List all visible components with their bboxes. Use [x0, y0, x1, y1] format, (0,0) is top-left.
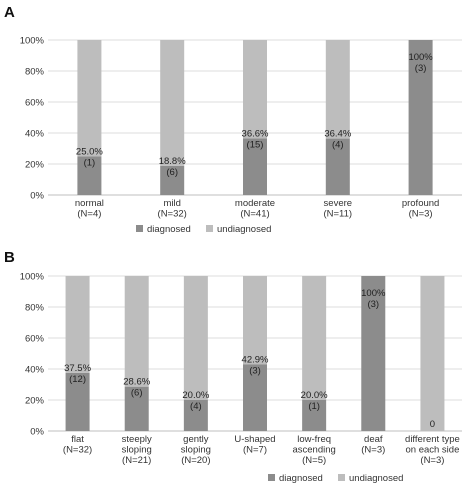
bar-diagnosed — [325, 138, 350, 195]
panel-letter: A — [4, 4, 15, 21]
y-tick-label: 40% — [25, 365, 45, 376]
bar-undiagnosed — [243, 276, 267, 365]
data-label: 36.6% — [242, 128, 269, 139]
y-tick-label: 0% — [30, 427, 44, 438]
category-label: (N=7) — [243, 445, 267, 456]
category-label: low-freq — [297, 434, 331, 445]
category-label: (N=3) — [361, 445, 385, 456]
category-label: (N=20) — [181, 455, 210, 466]
y-tick-label: 60% — [25, 334, 45, 345]
category-label: profound — [402, 198, 440, 209]
category-label: gently — [183, 434, 209, 445]
data-label: 36.4% — [324, 129, 351, 140]
category-label: normal — [75, 198, 104, 209]
category-label: moderate — [235, 198, 275, 209]
bar-diagnosed — [243, 364, 267, 431]
bar-undiagnosed — [420, 276, 445, 431]
category-label: deaf — [364, 434, 383, 445]
data-label: (12) — [69, 374, 86, 385]
bar-diagnosed — [408, 40, 433, 195]
data-label: 37.5% — [64, 363, 91, 374]
category-label: steeply — [122, 434, 152, 445]
y-tick-label: 20% — [25, 160, 45, 171]
category-label: (N=3) — [409, 209, 433, 220]
data-label: (3) — [415, 63, 427, 74]
y-tick-label: 40% — [25, 129, 45, 140]
data-label: (4) — [332, 140, 344, 151]
chart-panel-a: A 0% 20% 40% 60% 80% 100% 25.0%(1) normal(N=4) 18… — [4, 4, 462, 235]
y-tick-label: 60% — [25, 98, 45, 109]
category-label: (N=32) — [63, 445, 92, 456]
data-label: 28.6% — [123, 377, 150, 388]
data-label: 18.8% — [159, 156, 186, 167]
category-label: (N=5) — [302, 455, 326, 466]
data-label: (6) — [166, 167, 178, 178]
y-tick-label: 100% — [20, 36, 45, 47]
data-label: 42.9% — [242, 355, 269, 366]
data-label: 25.0% — [76, 146, 103, 157]
bar-diagnosed — [243, 138, 267, 195]
y-tick-label: 80% — [25, 67, 45, 78]
category-label: severe — [324, 198, 353, 209]
category-label: U-shaped — [234, 434, 275, 445]
legend-swatch — [268, 474, 275, 481]
category-label: (N=11) — [323, 209, 352, 220]
bar-undiagnosed — [325, 40, 350, 139]
category-label: (N=41) — [240, 209, 269, 220]
category-label: on each side — [405, 445, 459, 456]
chart-panel-b: B 0% 20% 40% 60% 80% 100% 37.5%(12) flat(N=32) 28… — [4, 249, 462, 484]
category-label: (N=4) — [77, 209, 101, 220]
data-label: (6) — [131, 388, 143, 399]
category-label: (N=21) — [122, 455, 151, 466]
data-label: (3) — [367, 299, 379, 310]
bar-diagnosed — [77, 156, 102, 195]
data-label: (1) — [308, 401, 320, 412]
data-label: 20.0% — [182, 390, 209, 401]
category-label: mild — [163, 198, 180, 209]
bar-undiagnosed — [77, 40, 102, 157]
legend-swatch — [338, 474, 345, 481]
category-label: (N=3) — [420, 455, 444, 466]
y-tick-label: 80% — [25, 303, 45, 314]
y-tick-label: 20% — [25, 396, 45, 407]
bar-diagnosed — [361, 276, 386, 431]
bar-undiagnosed — [65, 276, 90, 373]
legend-label: diagnosed — [279, 473, 323, 484]
category-label: ascending — [292, 445, 335, 456]
y-tick-label: 0% — [30, 191, 44, 202]
bar-undiagnosed — [302, 276, 327, 400]
bar-undiagnosed — [160, 40, 185, 166]
legend-swatch — [206, 225, 213, 232]
bar-undiagnosed — [243, 40, 267, 139]
y-tick-label: 100% — [20, 272, 45, 283]
panel-letter: B — [4, 249, 15, 266]
bar-diagnosed — [302, 400, 327, 431]
bar-diagnosed — [124, 386, 149, 431]
bar-undiagnosed — [183, 276, 208, 400]
data-label: 100% — [408, 52, 433, 63]
legend-label: undiagnosed — [217, 224, 271, 235]
category-label: different type — [405, 434, 460, 445]
data-label: (15) — [247, 139, 264, 150]
bar-diagnosed — [160, 165, 185, 195]
data-label: (1) — [84, 157, 96, 168]
data-label: (3) — [249, 366, 261, 377]
legend-label: diagnosed — [147, 224, 191, 235]
category-label: sloping — [181, 445, 211, 456]
bar-diagnosed — [65, 372, 90, 431]
legend-swatch — [136, 225, 143, 232]
legend-label: undiagnosed — [349, 473, 403, 484]
category-label: (N=32) — [158, 209, 187, 220]
bar-diagnosed — [183, 400, 208, 431]
category-label: flat — [71, 434, 84, 445]
data-label: 100% — [361, 288, 386, 299]
bar-undiagnosed — [124, 276, 149, 387]
data-label: 0 — [430, 419, 435, 430]
data-label: 20.0% — [301, 390, 328, 401]
category-label: sloping — [122, 445, 152, 456]
data-label: (4) — [190, 401, 202, 412]
